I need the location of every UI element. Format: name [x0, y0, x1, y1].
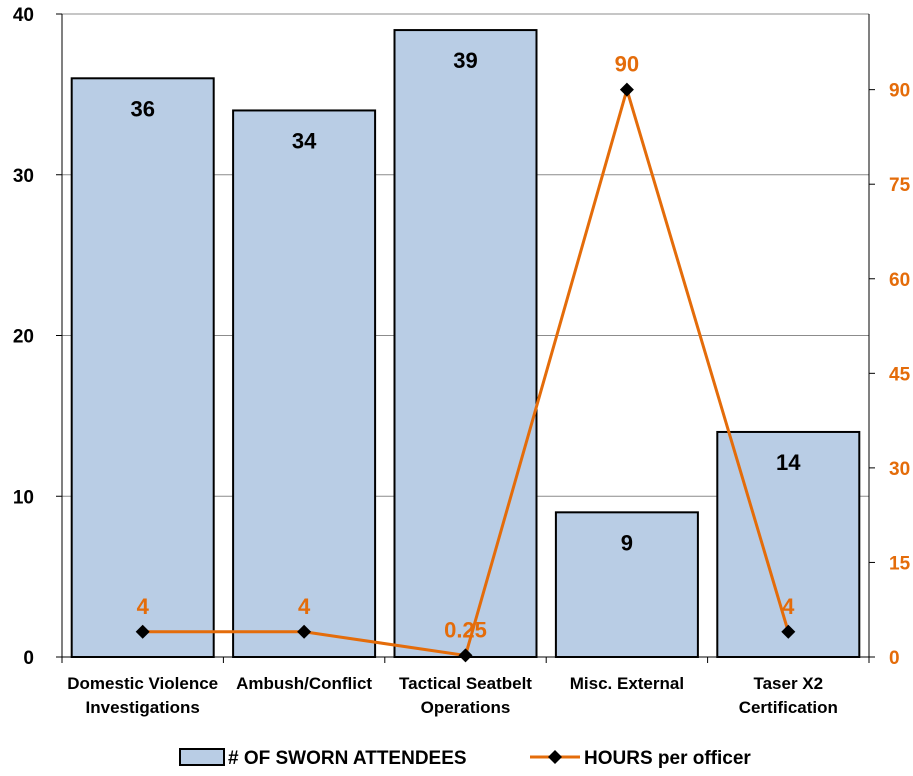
right-tick-label: 45	[889, 364, 911, 385]
bar-data-label: 36	[130, 96, 154, 121]
category-label: Domestic Violence	[67, 674, 218, 693]
right-tick-label: 75	[889, 175, 911, 196]
line-marker	[458, 648, 473, 663]
line-marker	[781, 624, 796, 639]
right-tick-label: 0	[889, 648, 900, 669]
bar-data-label: 14	[776, 450, 801, 475]
category-label: Tactical Seatbelt	[399, 674, 532, 693]
tick-labels: 0 10 20 30 40 0 15 30 45 60 75 90	[13, 5, 911, 669]
bar-series	[70, 29, 861, 659]
category-label: Certification	[739, 698, 838, 717]
right-tick-label: 90	[889, 81, 910, 102]
bar	[393, 29, 538, 658]
bar	[554, 511, 699, 659]
line-series	[135, 82, 796, 663]
right-tick-label: 15	[889, 553, 911, 574]
left-tick-label: 0	[23, 648, 34, 669]
bar-data-label: 34	[292, 128, 317, 153]
legend-line-marker	[548, 750, 562, 764]
line-data-label: 4	[782, 594, 795, 619]
category-label: Operations	[421, 698, 511, 717]
legend-line-label: HOURS per officer	[584, 748, 751, 769]
line-data-label: 4	[298, 594, 311, 619]
line-data-label: 90	[615, 52, 639, 77]
left-tick-label: 20	[13, 327, 34, 348]
category-labels: Domestic Violence Investigations Ambush/Co…	[67, 674, 838, 717]
legend: # OF SWORN ATTENDEES HOURS per officer	[179, 748, 751, 769]
left-tick-label: 10	[13, 487, 34, 508]
bar	[70, 77, 215, 659]
category-label: Taser X2	[753, 674, 823, 693]
line-data-label: 4	[137, 594, 150, 619]
line-marker	[135, 624, 150, 639]
category-label: Ambush/Conflict	[236, 674, 372, 693]
line-marker	[619, 82, 634, 97]
right-tick-label: 60	[889, 270, 910, 291]
bar	[232, 109, 377, 658]
data-labels: 36 34 39 9 14 4 4 0.25 90 4	[130, 48, 801, 642]
category-label: Misc. External	[570, 674, 684, 693]
line-marker	[297, 624, 312, 639]
right-tick-label: 30	[889, 459, 910, 480]
left-tick-label: 30	[13, 166, 34, 187]
left-tick-label: 40	[13, 5, 34, 26]
bar-data-label: 9	[621, 530, 633, 555]
line-data-label: 0.25	[444, 617, 487, 642]
category-label: Investigations	[86, 698, 200, 717]
bar-data-label: 39	[453, 48, 477, 73]
legend-bar-swatch	[179, 748, 225, 766]
legend-bar-label: # OF SWORN ATTENDEES	[228, 748, 467, 769]
